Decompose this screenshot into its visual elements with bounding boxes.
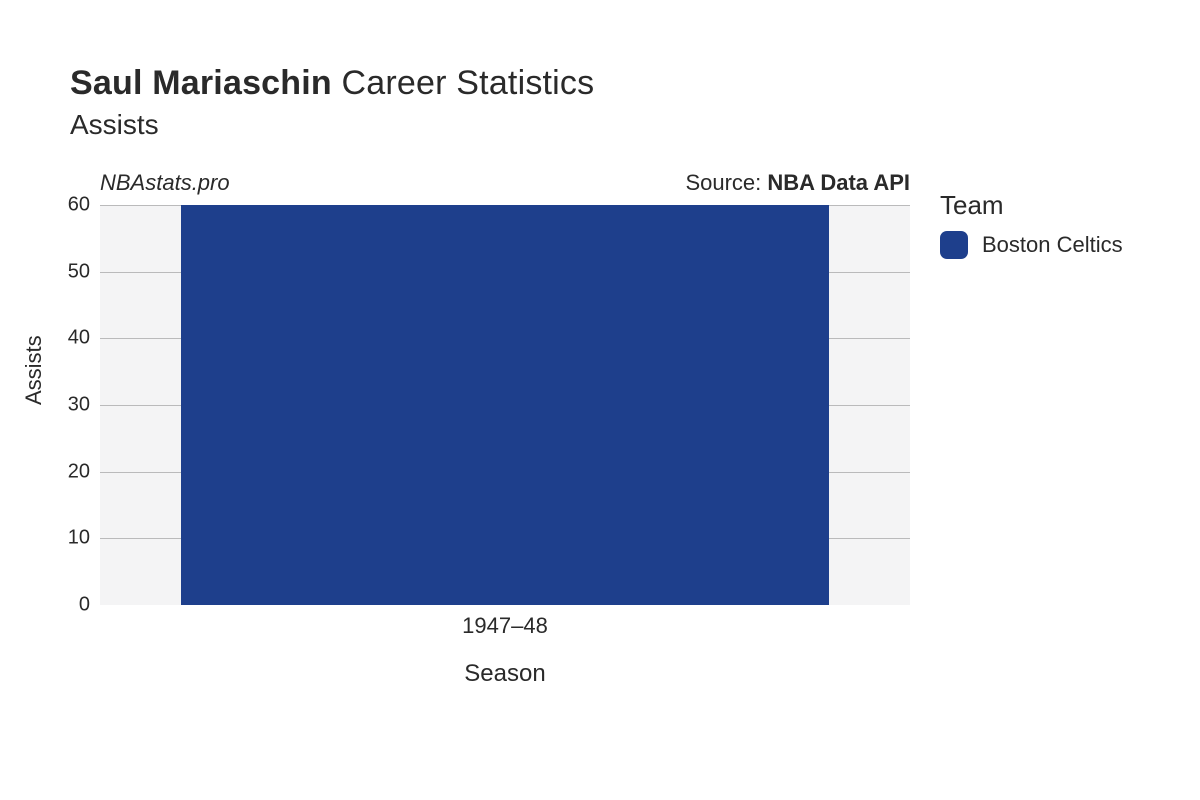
source-prefix: Source: [685, 170, 767, 195]
site-label: NBAstats.pro [100, 170, 230, 196]
y-tick-label: 10 [40, 527, 90, 550]
x-tick-label: 1947–48 [462, 613, 548, 639]
y-tick-label: 30 [40, 394, 90, 417]
source-name: NBA Data API [767, 170, 910, 195]
y-tick-label: 50 [40, 260, 90, 283]
y-tick-label: 20 [40, 460, 90, 483]
x-axis-title: Season [464, 660, 545, 688]
title-player-name: Saul Mariaschin [70, 64, 332, 102]
y-tick-label: 60 [40, 194, 90, 217]
legend-item-label: Boston Celtics [982, 232, 1123, 258]
y-tick-label: 40 [40, 327, 90, 350]
chart-title: Saul Mariaschin Career Statistics [70, 64, 594, 103]
legend: Team Boston Celtics [940, 190, 1123, 259]
bar [181, 205, 829, 605]
title-suffix: Career Statistics [332, 64, 594, 102]
y-tick-label: 0 [40, 594, 90, 617]
plot-area: 01020304050601947–48 [100, 205, 910, 605]
legend-title: Team [940, 190, 1123, 221]
annotation-row: NBAstats.pro Source: NBA Data API [100, 170, 910, 198]
legend-item: Boston Celtics [940, 231, 1123, 259]
chart-container: Saul Mariaschin Career Statistics Assist… [0, 0, 1200, 800]
title-block: Saul Mariaschin Career Statistics Assist… [70, 64, 594, 141]
chart-subtitle: Assists [70, 109, 594, 141]
source-label: Source: NBA Data API [685, 170, 910, 196]
legend-swatch [940, 231, 968, 259]
